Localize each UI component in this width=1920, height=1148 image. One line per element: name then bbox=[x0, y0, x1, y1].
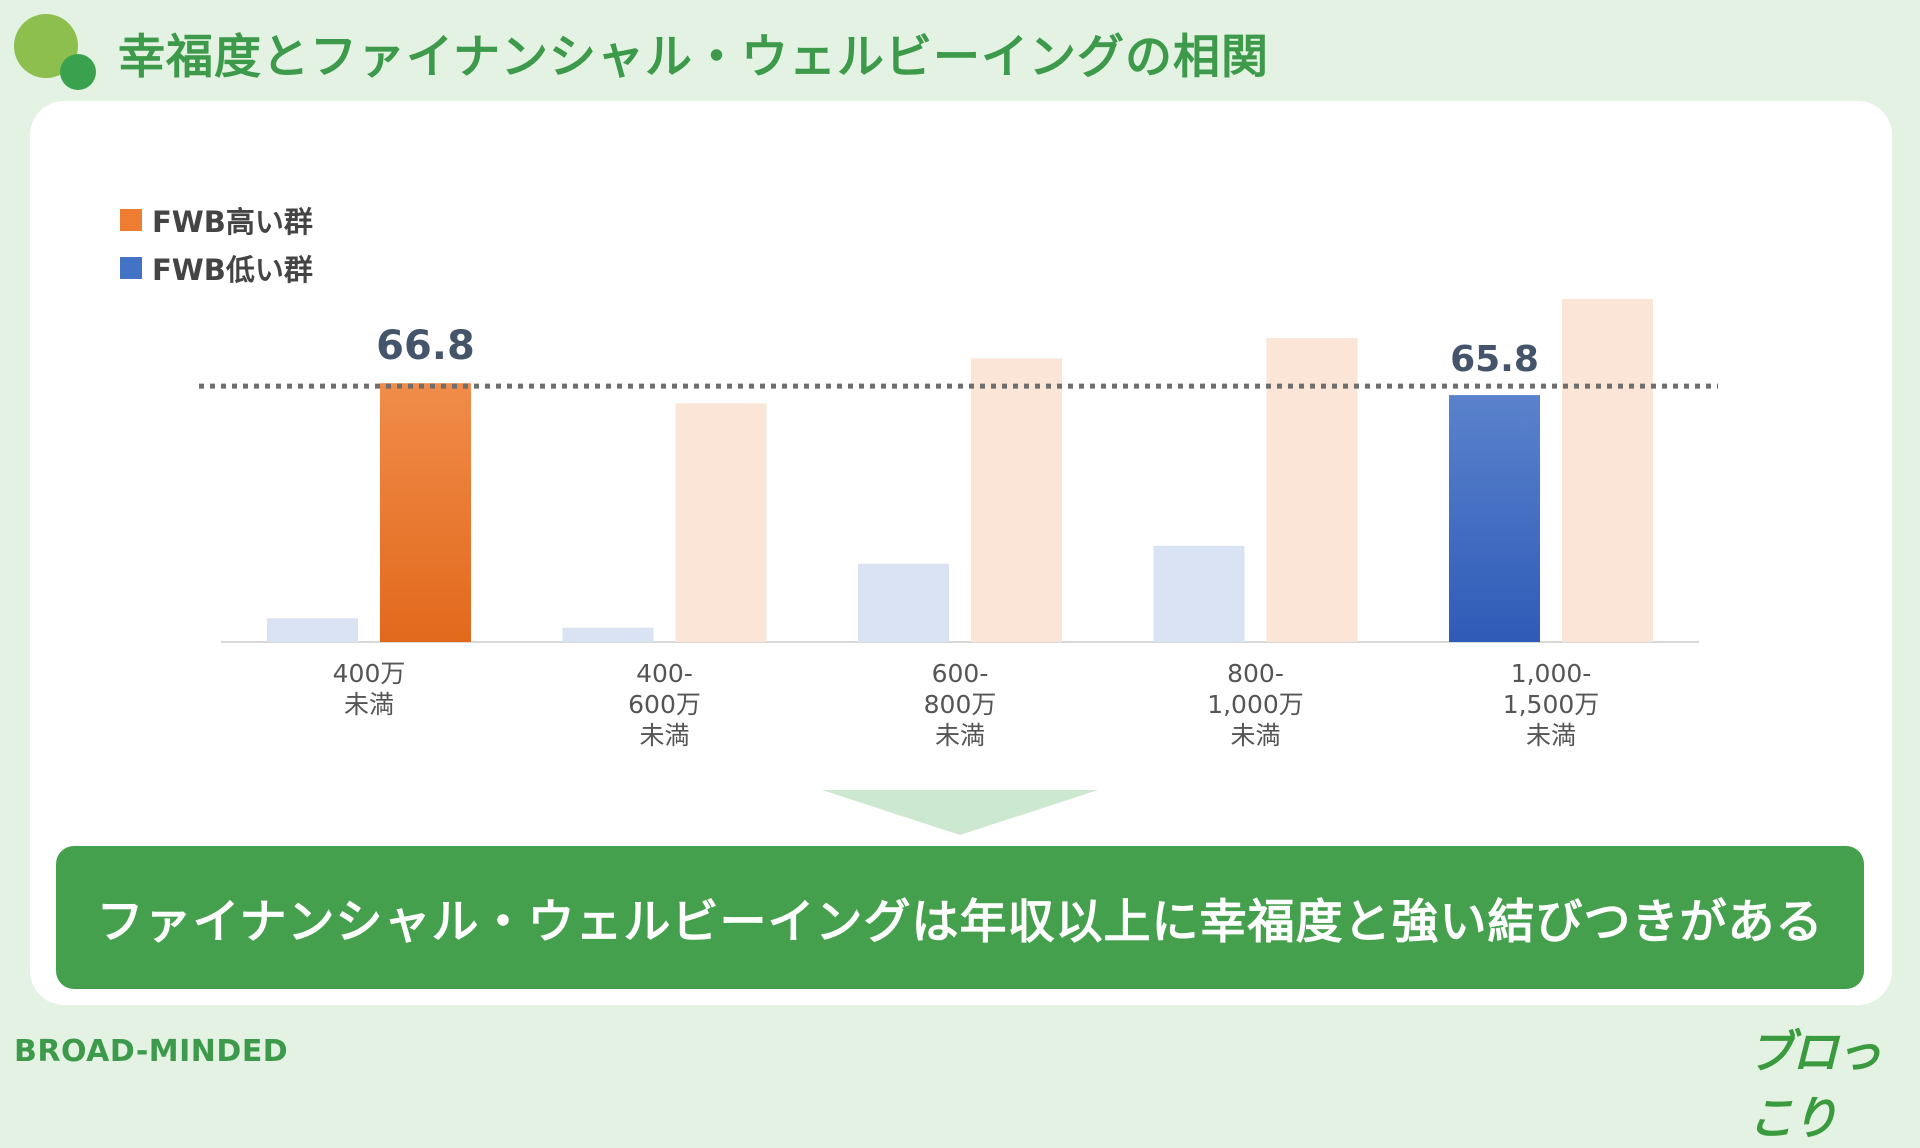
conclusion-banner: ファイナンシャル・ウェルビーイングは年収以上に幸福度と強い結びつきがある bbox=[56, 846, 1864, 989]
bar-high-0 bbox=[380, 383, 471, 642]
x-tick-label-4-2: 未満 bbox=[1526, 721, 1576, 750]
logo-circle-small bbox=[60, 54, 96, 90]
x-tick-label-2-0: 600- bbox=[932, 659, 989, 688]
x-tick-label-0-1: 未満 bbox=[344, 690, 394, 719]
bar-low-4 bbox=[1449, 395, 1540, 642]
legend-label-high: FWB高い群 bbox=[152, 205, 313, 239]
chart-legend: FWB高い群 FWB低い群 bbox=[120, 196, 313, 292]
footer-brand: BROAD-MINDED bbox=[14, 1034, 289, 1069]
x-tick-label-3-1: 1,000万 bbox=[1207, 690, 1304, 719]
bar-high-3 bbox=[1266, 338, 1358, 642]
bar-low-3 bbox=[1153, 545, 1245, 642]
x-tick-label-1-1: 600万 bbox=[628, 690, 701, 719]
x-tick-label-2-1: 800万 bbox=[924, 690, 997, 719]
x-tick-label-2-2: 未満 bbox=[935, 721, 985, 750]
legend-item-high: FWB高い群 bbox=[120, 196, 313, 244]
bar-high-1 bbox=[675, 403, 767, 642]
bar-high-4 bbox=[1562, 298, 1653, 642]
x-tick-label-4-1: 1,500万 bbox=[1503, 690, 1600, 719]
legend-label-low: FWB低い群 bbox=[152, 253, 313, 287]
x-tick-label-3-0: 800- bbox=[1227, 659, 1284, 688]
conclusion-text: ファイナンシャル・ウェルビーイングは年収以上に幸福度と強い結びつきがある bbox=[96, 895, 1824, 950]
bar-low-0 bbox=[267, 618, 358, 642]
data-label-0: 66.8 bbox=[376, 323, 475, 369]
bar-low-2 bbox=[858, 563, 949, 642]
page-title: 幸福度とファイナンシャル・ウェルビーイングの相関 bbox=[118, 30, 1270, 85]
legend-swatch-high bbox=[120, 209, 142, 231]
bar-high-2 bbox=[971, 358, 1062, 642]
x-tick-label-1-2: 未満 bbox=[639, 721, 689, 750]
logo-dots bbox=[14, 14, 104, 94]
data-label-1: 65.8 bbox=[1450, 339, 1539, 380]
x-tick-label-3-2: 未満 bbox=[1230, 721, 1280, 750]
legend-item-low: FWB低い群 bbox=[120, 244, 313, 292]
bar-low-1 bbox=[562, 627, 654, 642]
x-tick-label-4-0: 1,000- bbox=[1511, 659, 1592, 688]
legend-swatch-low bbox=[120, 257, 142, 279]
bar-chart: 400万未満400-600万未満600-800万未満800-1,000万未満1,… bbox=[199, 298, 1718, 750]
x-tick-label-0-0: 400万 bbox=[333, 659, 406, 688]
x-tick-label-1-0: 400- bbox=[636, 659, 693, 688]
footer-logo: ブロっこり bbox=[1748, 1025, 1882, 1145]
